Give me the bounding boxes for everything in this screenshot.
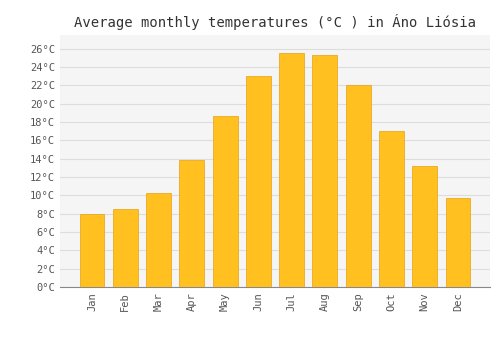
Bar (412, 166, 437, 287)
Bar (146, 193, 171, 287)
Title: Average monthly temperatures (°C ) in Áno Liósia: Average monthly temperatures (°C ) in Án… (74, 14, 476, 30)
Bar (346, 85, 370, 287)
Bar (212, 116, 238, 287)
Bar (312, 55, 338, 287)
Bar (113, 209, 138, 287)
Bar (246, 76, 271, 287)
Bar (379, 131, 404, 287)
Bar (279, 53, 304, 287)
Bar (80, 214, 104, 287)
Bar (446, 198, 470, 287)
Bar (180, 160, 204, 287)
